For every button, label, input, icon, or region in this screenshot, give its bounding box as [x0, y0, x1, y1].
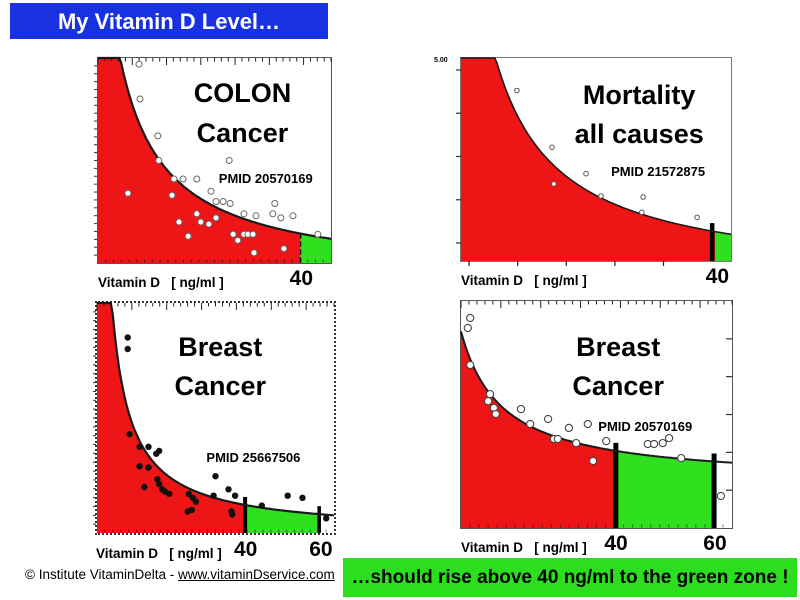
chart-panel-breast-cancer-1: Breast Cancer PMID 25667506 Vitamin D [ …	[93, 301, 336, 570]
page-title: My Vitamin D Level…	[57, 9, 281, 34]
plot-area-breast-2: Breast Cancer PMID 20570169	[460, 300, 733, 529]
x-axis-label: Vitamin D [ ng/ml ]	[98, 275, 224, 290]
x-axis-label: Vitamin D [ ng/ml ]	[461, 273, 587, 288]
chart-title: Breast Cancer	[572, 328, 664, 406]
x-axis-row: Vitamin D [ ng/ml ] 40	[97, 267, 332, 299]
breast-cancer-chart-1	[93, 301, 335, 533]
footer: © Institute VitaminDelta - www.vitaminDs…	[25, 567, 335, 582]
plot-area-breast-1: Breast Cancer PMID 25667506	[93, 301, 336, 535]
mortality-chart	[456, 57, 732, 266]
pmid-label: PMID 25667506	[206, 450, 301, 466]
callout-banner: …should rise above 40 ng/ml to the green…	[343, 558, 797, 597]
plot-area-colon: COLON Cancer PMID 20570169	[94, 56, 332, 264]
chart-title-line: Cancer	[572, 371, 664, 402]
chart-title-line: Cancer	[174, 371, 267, 402]
plot-area-mortality: 5.00 Mortality all causes PMID 21572875	[434, 57, 732, 266]
chart-title-line: COLON	[193, 78, 292, 109]
callout-text: …should rise above 40 ng/ml to the green…	[351, 567, 789, 588]
breast-cancer-chart-2	[460, 301, 733, 528]
x-axis-row: Vitamin D [ ng/ml ] 40 60	[95, 538, 336, 570]
x-tick-label: 40	[289, 267, 314, 290]
pmid-label: PMID 20570169	[218, 170, 313, 186]
pmid-label: PMID 21572875	[611, 163, 706, 179]
chart-panel-mortality: 5.00 Mortality all causes PMID 21572875 …	[434, 57, 732, 297]
colon-cancer-chart	[94, 56, 332, 263]
chart-title-line: Cancer	[196, 117, 289, 148]
chart-title-line: Mortality	[582, 80, 696, 111]
chart-title: COLON Cancer	[194, 74, 292, 152]
x-tick-label: 40	[705, 265, 730, 288]
title-banner: My Vitamin D Level…	[10, 3, 328, 39]
chart-title: Breast Cancer	[174, 328, 266, 406]
chart-title-line: Breast	[178, 332, 263, 363]
x-axis-row: Vitamin D [ ng/ml ] 40	[460, 265, 732, 297]
y-axis-top-tick-label: 5.00	[434, 57, 448, 64]
x-axis-row: Vitamin D [ ng/ml ] 40 60	[460, 532, 733, 564]
website-link[interactable]: www.vitaminDservice.com	[178, 567, 335, 582]
chart-panel-colon-cancer: COLON Cancer PMID 20570169 Vitamin D [ n…	[94, 56, 332, 299]
chart-title: Mortality all causes	[575, 76, 704, 154]
pmid-label: PMID 20570169	[598, 419, 693, 435]
x-tick-label: 60	[703, 532, 727, 555]
x-tick-label: 40	[604, 532, 628, 555]
x-axis-label: Vitamin D [ ng/ml ]	[461, 540, 587, 555]
chart-title-line: Breast	[576, 332, 661, 363]
copyright-text: © Institute VitaminDelta -	[25, 567, 179, 582]
chart-panel-breast-cancer-2: Breast Cancer PMID 20570169 Vitamin D [ …	[460, 300, 733, 564]
x-tick-label: 40	[233, 538, 258, 561]
x-axis-label: Vitamin D [ ng/ml ]	[96, 546, 222, 561]
chart-title-line: all causes	[574, 119, 704, 150]
x-tick-label: 60	[309, 538, 333, 561]
